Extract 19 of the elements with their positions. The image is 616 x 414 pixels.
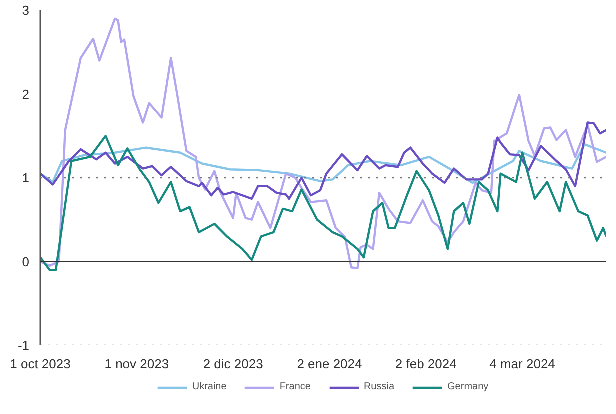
y-tick-label: 3 <box>22 3 30 18</box>
x-tick-label: 4 mar 2024 <box>490 356 556 372</box>
y-tick-label: 0 <box>22 254 30 270</box>
x-tick-label: 2 ene 2024 <box>297 356 362 372</box>
legend-label: Ukraine <box>192 382 227 392</box>
legend-label: Russia <box>364 382 395 392</box>
y-tick-label: 2 <box>22 86 30 102</box>
line-series <box>40 135 606 272</box>
line-series <box>40 143 606 184</box>
y-tick-label: 1 <box>22 170 30 186</box>
line-series <box>40 18 606 270</box>
x-tick-label: 1 oct 2023 <box>10 356 71 372</box>
line-series <box>40 122 606 200</box>
legend-label: Germany <box>448 382 489 392</box>
y-tick-label: -1 <box>18 338 30 353</box>
x-tick-label: 1 nov 2023 <box>104 356 170 372</box>
x-tick-label: 2 feb 2024 <box>395 356 457 372</box>
legend-label: France <box>280 382 311 392</box>
x-tick-label: 2 dic 2023 <box>203 356 264 372</box>
